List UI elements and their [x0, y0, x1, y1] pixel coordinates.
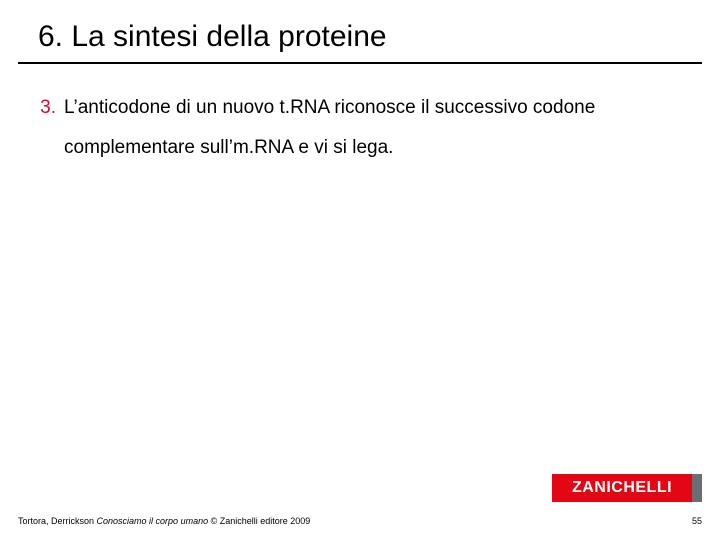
logo-grey-panel — [692, 474, 702, 502]
footer: Tortora, Derrickson Conosciamo il corpo … — [18, 516, 702, 526]
slide-title: 6. La sintesi della proteine — [38, 20, 387, 54]
publisher-logo: ZANICHELLI — [552, 474, 702, 502]
body-area: 3. L’anticodone di un nuovo t.RNA ricono… — [38, 88, 678, 168]
footer-credit: Tortora, Derrickson Conosciamo il corpo … — [18, 516, 310, 526]
logo-red-panel: ZANICHELLI — [552, 474, 692, 502]
footer-authors: Tortora, Derrickson — [18, 516, 97, 526]
logo-text: ZANICHELLI — [572, 479, 672, 497]
footer-publisher: © Zanichelli editore 2009 — [208, 516, 310, 526]
page-number: 55 — [692, 516, 702, 526]
list-text: L’anticodone di un nuovo t.RNA riconosce… — [64, 88, 678, 168]
slide: 6. La sintesi della proteine 3. L’antico… — [0, 0, 720, 540]
footer-book-title: Conosciamo il corpo umano — [97, 516, 209, 526]
list-number: 3. — [38, 88, 64, 128]
list-item: 3. L’anticodone di un nuovo t.RNA ricono… — [38, 88, 678, 168]
title-underline — [18, 62, 702, 64]
